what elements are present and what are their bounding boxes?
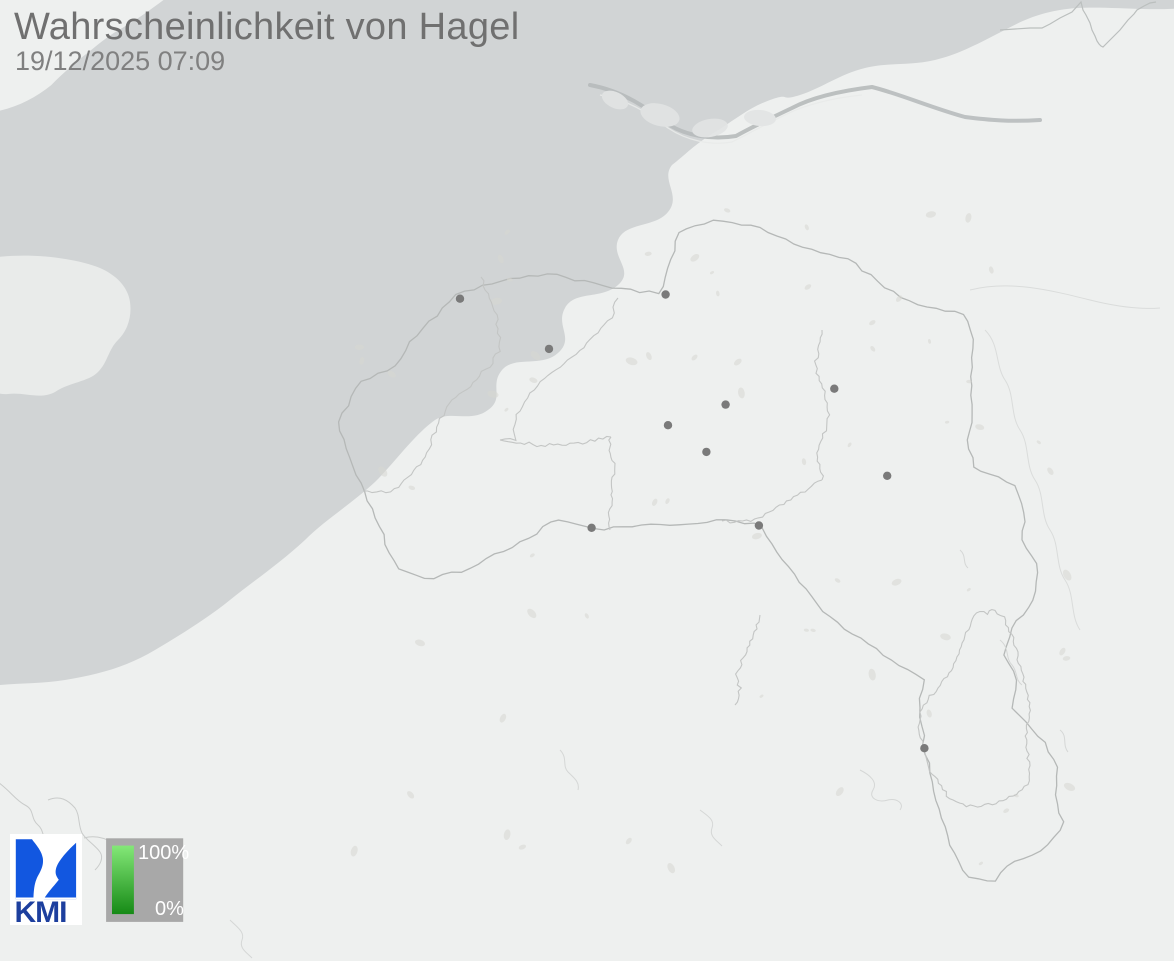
svg-text:KMI: KMI bbox=[15, 896, 67, 929]
svg-text:0%: 0% bbox=[155, 898, 184, 920]
svg-text:100%: 100% bbox=[138, 842, 189, 864]
